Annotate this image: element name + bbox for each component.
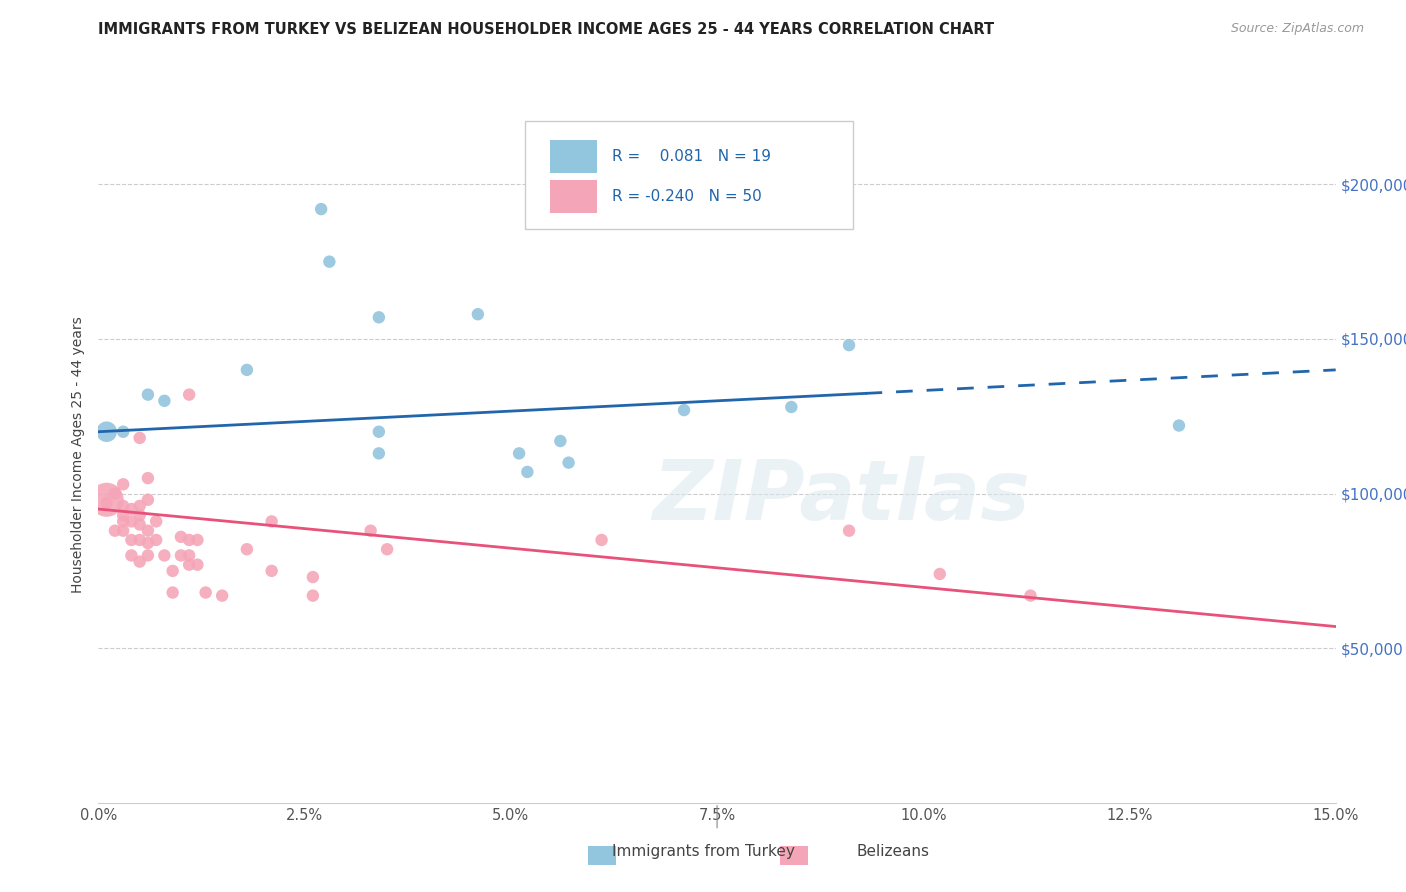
Point [367, 446, 389, 460]
Point [136, 536, 159, 550]
Point [550, 434, 572, 448]
Point [375, 542, 398, 557]
Point [186, 533, 208, 547]
Point [318, 254, 340, 268]
Point [260, 515, 283, 529]
Point [112, 499, 135, 513]
Point [179, 533, 201, 547]
Point [179, 387, 201, 401]
Point [128, 431, 150, 445]
Point [367, 310, 389, 325]
Point [673, 403, 696, 417]
Point [145, 533, 167, 547]
Point [120, 533, 142, 547]
Point [112, 508, 135, 523]
Point [302, 589, 325, 603]
Point [153, 549, 176, 563]
Point [136, 387, 159, 401]
Point [112, 524, 135, 538]
Point [128, 517, 150, 532]
Point [1168, 418, 1191, 433]
Point [508, 446, 530, 460]
Point [120, 515, 142, 529]
Point [153, 393, 176, 408]
Point [211, 589, 233, 603]
Text: ZIPatlas: ZIPatlas [652, 456, 1029, 537]
Point [96, 492, 118, 507]
Text: Immigrants from Turkey: Immigrants from Turkey [612, 845, 794, 859]
Text: Belizeans: Belizeans [856, 845, 929, 859]
Bar [550, 140, 598, 173]
Point [516, 465, 538, 479]
Point [170, 549, 193, 563]
Point [780, 400, 803, 414]
Point [96, 425, 118, 439]
Point [104, 486, 127, 500]
Point [128, 555, 150, 569]
Text: IMMIGRANTS FROM TURKEY VS BELIZEAN HOUSEHOLDER INCOME AGES 25 - 44 YEARS CORRELA: IMMIGRANTS FROM TURKEY VS BELIZEAN HOUSE… [98, 22, 994, 37]
Point [1019, 589, 1042, 603]
Point [236, 363, 259, 377]
Point [128, 508, 150, 523]
Point [236, 542, 259, 557]
Point [112, 515, 135, 529]
Point [179, 558, 201, 572]
Point [557, 456, 579, 470]
Point [136, 549, 159, 563]
Point [591, 533, 613, 547]
Text: Source: ZipAtlas.com: Source: ZipAtlas.com [1230, 22, 1364, 36]
Point [309, 202, 332, 216]
Point [186, 558, 208, 572]
Point [120, 549, 142, 563]
Point [136, 492, 159, 507]
Point [136, 524, 159, 538]
Bar [550, 180, 598, 213]
Point [145, 515, 167, 529]
Point [170, 530, 193, 544]
Point [112, 477, 135, 491]
Point [838, 338, 860, 352]
Point [194, 585, 217, 599]
Point [96, 496, 118, 510]
Point [928, 566, 950, 581]
Point [120, 502, 142, 516]
Point [128, 533, 150, 547]
Point [179, 549, 201, 563]
Text: R = -0.240   N = 50: R = -0.240 N = 50 [612, 189, 762, 204]
Point [128, 499, 150, 513]
FancyBboxPatch shape [526, 121, 853, 229]
Point [467, 307, 489, 321]
Point [360, 524, 382, 538]
Point [367, 425, 389, 439]
Point [302, 570, 325, 584]
Point [162, 585, 184, 599]
Point [838, 524, 860, 538]
Y-axis label: Householder Income Ages 25 - 44 years: Householder Income Ages 25 - 44 years [72, 317, 86, 593]
Point [162, 564, 184, 578]
Point [260, 564, 283, 578]
Text: R =    0.081   N = 19: R = 0.081 N = 19 [612, 149, 770, 164]
Point [112, 425, 135, 439]
Point [104, 524, 127, 538]
Point [136, 471, 159, 485]
